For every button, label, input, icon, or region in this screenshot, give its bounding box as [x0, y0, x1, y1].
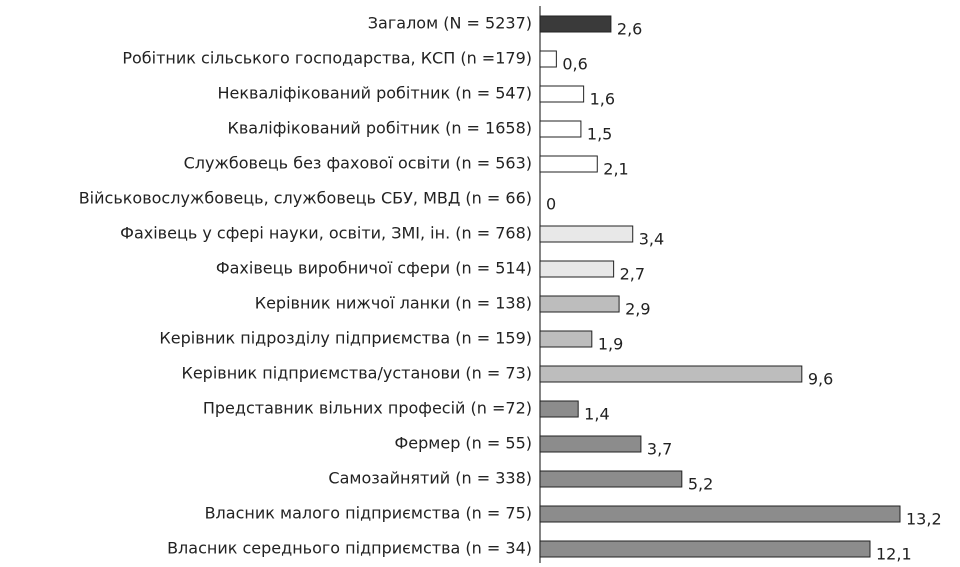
value-label: 9,6 — [808, 370, 833, 389]
value-label: 1,9 — [598, 335, 623, 354]
bar — [539, 260, 615, 278]
category-label: Робітник сільського господарства, КСП (n… — [122, 49, 532, 68]
category-label: Власник малого підприємства (n = 75) — [205, 504, 532, 523]
category-label: Самозайнятий (n = 338) — [328, 469, 532, 488]
category-label: Керівник підприємства/установи (n = 73) — [181, 364, 532, 383]
category-label: Загалом (N = 5237) — [368, 14, 532, 33]
bar — [539, 50, 557, 68]
bar — [539, 470, 683, 488]
bar — [539, 295, 620, 313]
value-label: 2,7 — [620, 265, 645, 284]
category-label: Некваліфікований робітник (n = 547) — [217, 84, 532, 103]
category-label: Керівник підрозділу підприємства (n = 15… — [159, 329, 532, 348]
bar — [539, 15, 612, 33]
value-label: 2,9 — [625, 300, 650, 319]
category-label: Фахівець виробничої сфери (n = 514) — [216, 259, 532, 278]
category-label: Кваліфікований робітник (n = 1658) — [227, 119, 532, 138]
category-label: Власник середнього підприємства (n = 34) — [167, 539, 532, 558]
value-label: 2,6 — [617, 20, 642, 39]
value-label: 3,4 — [639, 230, 664, 249]
bar — [539, 505, 901, 523]
value-label: 1,5 — [587, 125, 612, 144]
bar — [539, 365, 803, 383]
category-label: Фермер (n = 55) — [395, 434, 533, 453]
bar — [539, 540, 871, 558]
value-label: 0,6 — [562, 55, 587, 74]
bar — [539, 120, 582, 138]
category-label: Службовець без фахової освіти (n = 563) — [184, 154, 532, 173]
bar — [539, 435, 642, 453]
category-label: Фахівець у сфері науки, освіти, ЗМІ, ін.… — [120, 224, 532, 243]
category-label: Військовослужбовець, службовець СБУ, МВД… — [79, 189, 532, 208]
value-label: 0 — [546, 195, 556, 214]
bar — [539, 330, 593, 348]
bar — [539, 85, 585, 103]
value-label: 1,4 — [584, 405, 609, 424]
value-label: 5,2 — [688, 475, 713, 494]
value-label: 2,1 — [603, 160, 628, 179]
value-label: 13,2 — [906, 510, 942, 529]
bar — [539, 155, 598, 173]
category-label: Представник вільних професій (n =72) — [203, 399, 532, 418]
value-label: 3,7 — [647, 440, 672, 459]
bar — [539, 225, 634, 243]
category-label: Керівник нижчої ланки (n = 138) — [255, 294, 532, 313]
value-label: 12,1 — [876, 545, 912, 564]
bar — [539, 400, 579, 418]
value-label: 1,6 — [590, 90, 615, 109]
